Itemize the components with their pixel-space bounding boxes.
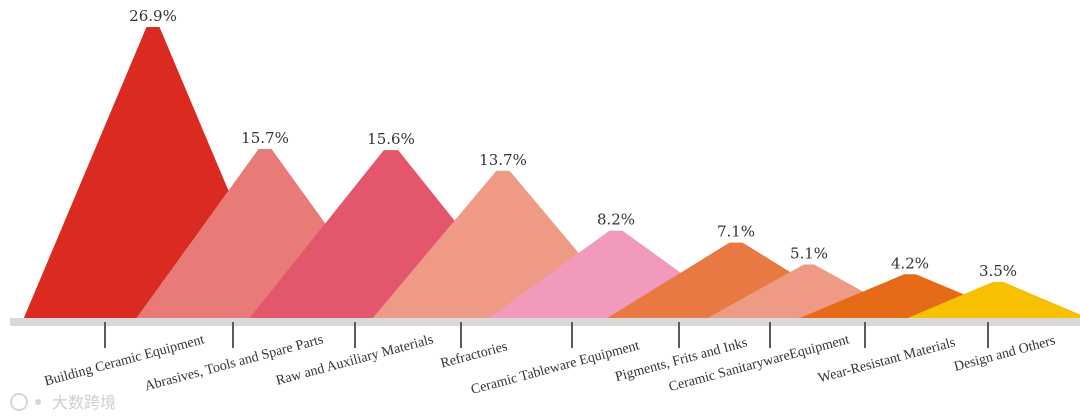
value-label: 8.2% [597,211,635,229]
value-label: 5.1% [790,244,828,262]
tick-mark [987,322,989,348]
tick-marks [104,322,989,348]
watermark-text: 大数跨境 [52,393,116,412]
value-labels: 26.9% 15.7% 15.6% 13.7% 8.2% 7.1% 5.1% 4.2% 3.5% [129,7,1017,280]
tick-mark [769,322,771,348]
value-label: 4.2% [891,254,929,272]
value-label: 15.7% [241,129,289,147]
watermark-logo-dot-icon [35,399,41,405]
baseline-bar [10,318,1080,326]
category-label: Refractories [439,339,509,371]
value-label: 15.6% [367,130,415,148]
category-label: Design and Others [953,333,1058,374]
watermark: 大数跨境 [10,393,116,412]
tick-mark [678,322,680,348]
value-label: 7.1% [717,223,755,241]
value-label: 26.9% [129,7,177,25]
tick-mark [354,322,356,348]
peak-9 [903,281,1080,320]
tick-mark [232,322,234,348]
watermark-logo-icon [10,393,28,411]
peak-series [23,27,1080,320]
tick-mark [864,322,866,348]
tick-mark [460,322,462,348]
value-label: 3.5% [979,262,1017,280]
tick-mark [571,322,573,348]
value-label: 13.7% [479,151,527,169]
tick-mark [104,322,106,348]
